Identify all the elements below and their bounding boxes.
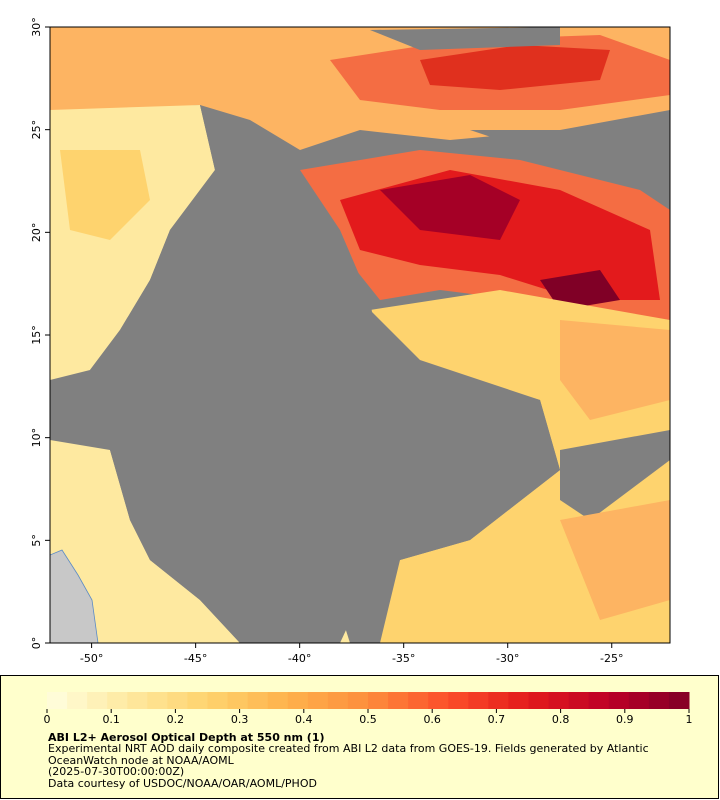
aerosol-region [60, 150, 150, 240]
colorbar-cell [87, 692, 108, 709]
no-data [560, 430, 670, 520]
colorbar-cell [408, 692, 429, 709]
aerosol-region [540, 270, 620, 310]
colorbar-cell [67, 692, 88, 709]
colorbar-cell [628, 692, 650, 709]
colorbar-cell [127, 692, 148, 709]
colorbar-cell [247, 692, 269, 709]
colorbar-cell [468, 692, 489, 709]
aerosol-region [560, 320, 670, 420]
no-data [90, 105, 560, 643]
colorbar-cell [368, 692, 389, 709]
colorbar-cell [167, 692, 188, 709]
colorbar: 0 0.1 0.2 0.3 0.4 0.5 0.6 0.7 0.8 0.9 1 [44, 692, 693, 726]
aerosol-region [560, 500, 670, 620]
caption-line: Experimental NRT AOD daily composite cre… [48, 742, 649, 755]
colorbar-cell [147, 692, 168, 709]
caption-line: OceanWatch node at NOAA/AOML [48, 754, 235, 767]
axes: -50° -45° -40° -35° -30° -25° 0° 5° 10° 15° 20° 25°… [30, 17, 623, 665]
colorbar-cell [488, 692, 509, 709]
colorbar-cell [448, 692, 469, 709]
aerosol-region [50, 440, 240, 643]
colorbar-cell [287, 692, 309, 709]
colorbar-tick-label: 0.2 [167, 713, 185, 726]
colorbar-cell [327, 692, 349, 709]
colorbar-cell [47, 692, 68, 709]
y-tick-label: 5° [30, 534, 43, 547]
y-tick-label: 30° [30, 17, 43, 37]
x-tick-label: -45° [184, 652, 207, 665]
x-tick-label: -30° [496, 652, 519, 665]
colorbar-tick-label: 0.9 [616, 713, 634, 726]
x-tick-label: -40° [288, 652, 311, 665]
x-tick-label: -35° [392, 652, 415, 665]
caption-line: (2025-07-30T00:00:00Z) [48, 765, 184, 778]
colorbar-cell [588, 692, 610, 709]
colorbar-cell [568, 692, 590, 709]
colorbar-cell [347, 692, 369, 709]
colorbar-tick-label: 0.5 [359, 713, 377, 726]
map-image [50, 27, 670, 643]
y-tick-label: 25° [30, 120, 43, 140]
y-tick-label: 0° [30, 637, 43, 650]
colorbar-cell [187, 692, 208, 709]
colorbar-tick-label: 0.1 [102, 713, 120, 726]
y-tick-label: 20° [30, 223, 43, 243]
colorbar-cell [267, 692, 289, 709]
colorbar-tick-label: 0.6 [423, 713, 441, 726]
aerosol-region [420, 45, 610, 90]
colorbar-cell [508, 692, 529, 709]
colorbar-tick-label: 1 [686, 713, 693, 726]
colorbar-cell [388, 692, 409, 709]
colorbar-tick-label: 0.4 [295, 713, 313, 726]
colorbar-cell [528, 692, 550, 709]
colorbar-cell [227, 692, 249, 709]
caption-line: Data courtesy of USDOC/NOAA/OAR/AOML/PHO… [48, 777, 317, 790]
colorbar-cell [548, 692, 570, 709]
no-data [470, 130, 670, 185]
colorbar-tick-label: 0.3 [231, 713, 249, 726]
colorbar-cell [307, 692, 329, 709]
land [50, 549, 99, 643]
y-tick-label: 15° [30, 325, 43, 345]
colorbar-tick-label: 0.8 [552, 713, 570, 726]
colorbar-cell [648, 692, 670, 709]
aerosol-region [380, 175, 520, 240]
y-tick-label: 10° [30, 428, 43, 448]
colorbar-tick-label: 0.7 [488, 713, 506, 726]
colorbar-cell [668, 692, 690, 709]
colorbar-cell [107, 692, 128, 709]
colorbar-cell [207, 692, 229, 709]
x-tick-label: -50° [80, 652, 103, 665]
caption-title: ABI L2+ Aerosol Optical Depth at 550 nm … [48, 731, 325, 744]
colorbar-cell [428, 692, 449, 709]
no-data [370, 27, 560, 50]
colorbar-tick-label: 0 [44, 713, 51, 726]
colorbar-cell [608, 692, 630, 709]
x-tick-label: -25° [600, 652, 623, 665]
